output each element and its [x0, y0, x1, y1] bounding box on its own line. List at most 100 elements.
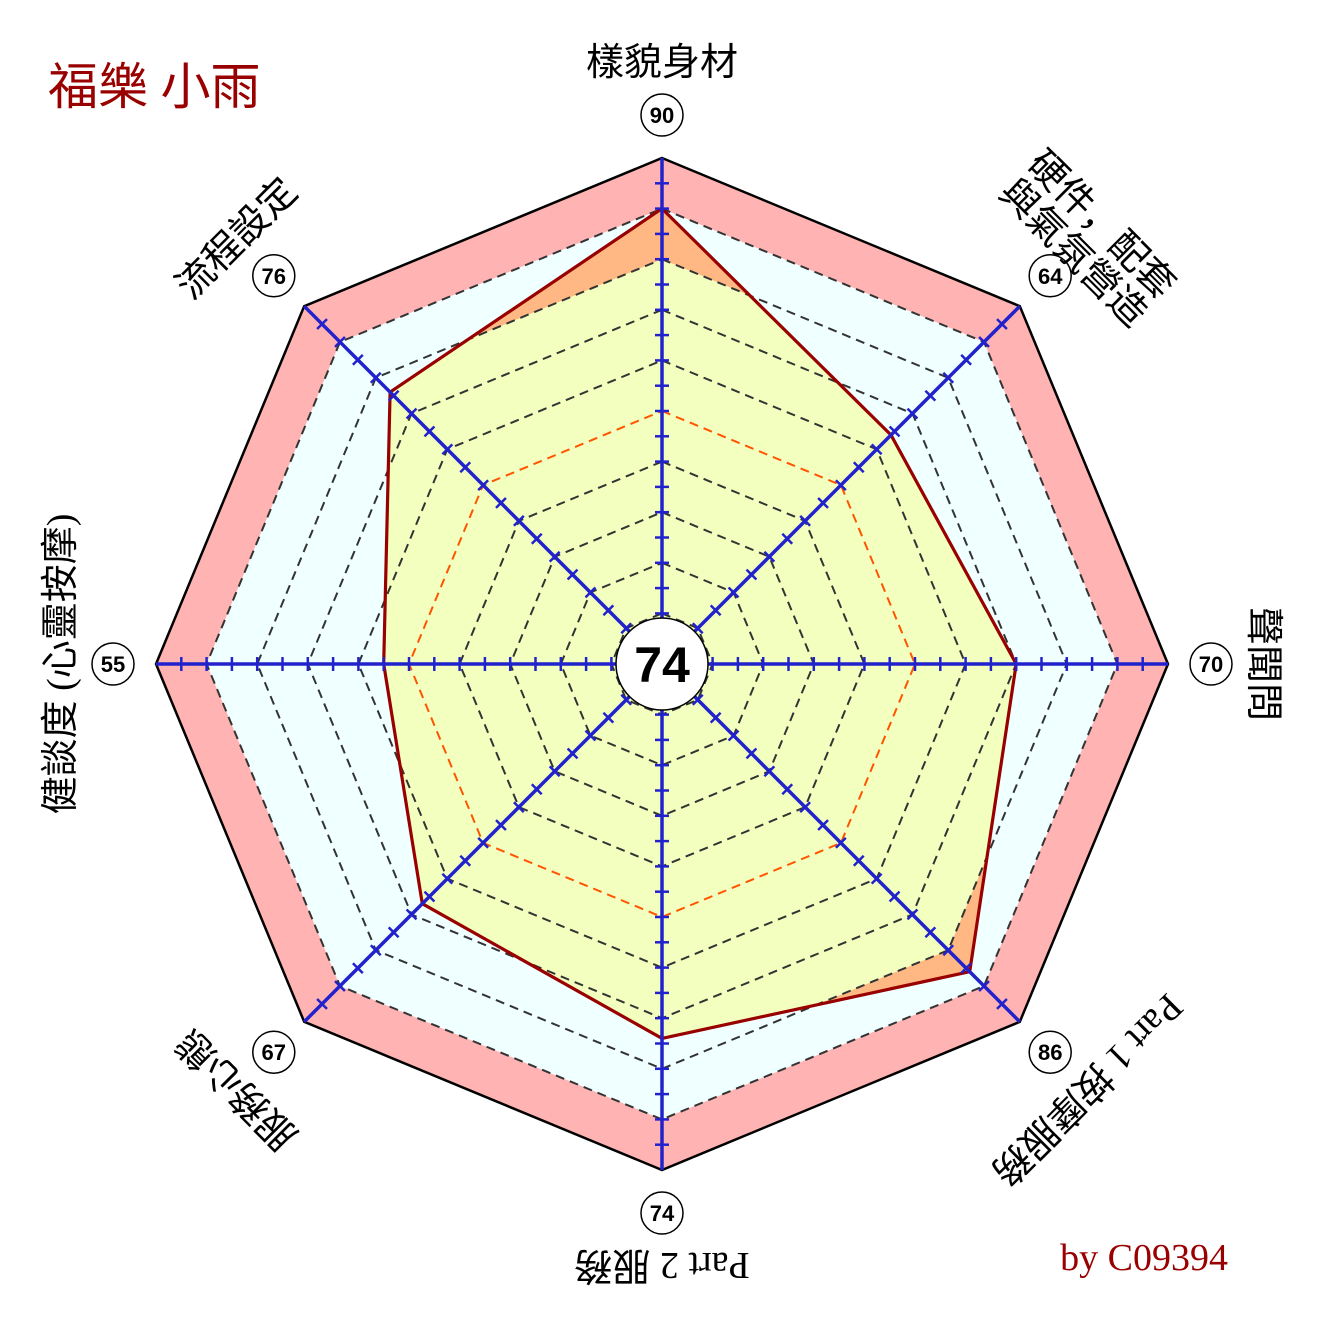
axis-tick	[727, 586, 740, 599]
axis-tick	[691, 693, 704, 706]
grid-ring	[509, 511, 815, 817]
axis-tick	[906, 908, 919, 921]
grid-ring	[256, 258, 1068, 1070]
axis-tick	[620, 693, 633, 706]
axis-tick	[888, 425, 901, 438]
center-score-value: 74	[634, 637, 690, 693]
axis-tick	[781, 532, 794, 545]
axis-tick	[620, 622, 633, 635]
axis-tick	[459, 461, 472, 474]
grid-ring	[559, 561, 765, 767]
axis-tick	[316, 998, 328, 1010]
axis-label: 健談度 (心靈按摩)	[40, 514, 82, 815]
axis-tick	[924, 389, 937, 402]
axis-label: 聲聞問	[1242, 607, 1284, 721]
axis-tick	[996, 318, 1008, 330]
axis-tick	[530, 783, 543, 796]
axis-tick	[495, 819, 507, 831]
axis-tick	[423, 425, 436, 438]
grid-ring	[357, 359, 967, 969]
axis-tick	[530, 532, 543, 545]
value-label: 86	[1038, 1040, 1062, 1065]
axis-label-text: Part 2 服務	[574, 1244, 749, 1286]
axis-tick	[888, 890, 901, 903]
axis-tick	[334, 336, 346, 348]
value-label: 64	[1038, 264, 1063, 289]
axis-tick	[870, 443, 883, 456]
axis-tick	[817, 819, 829, 831]
value-label: 67	[262, 1040, 286, 1065]
axis-tick	[709, 711, 722, 724]
axis-tick	[709, 604, 722, 617]
axis-tick	[369, 944, 382, 957]
axis-label: Part 2 服務	[574, 1244, 749, 1286]
axis-tick	[602, 604, 615, 617]
axis-tick	[852, 461, 865, 474]
value-bubble	[1028, 254, 1072, 298]
axis-tick	[548, 765, 561, 778]
axis-tick	[852, 854, 865, 867]
axis-tick	[441, 443, 454, 456]
axis-tick	[781, 783, 794, 796]
value-bubbles: 90 64 70 86 74 67 55 76	[91, 93, 1233, 1235]
axis-spokes	[156, 158, 1168, 1170]
axis-tick	[584, 586, 597, 599]
axis-tick	[352, 354, 364, 366]
axis-tick	[978, 980, 990, 992]
axis-tick	[477, 837, 489, 849]
axis-tick	[602, 711, 615, 724]
axis-tick	[727, 729, 740, 742]
value-label: 55	[101, 652, 125, 677]
axis-tick	[387, 389, 400, 402]
axis-tick	[817, 497, 829, 509]
axis-label-text: 健談度 (心靈按摩)	[40, 514, 82, 815]
axis-tick	[691, 622, 704, 635]
value-bubble	[252, 254, 296, 298]
axis-label-text: 樣貌身材	[586, 42, 738, 84]
value-label: 90	[650, 103, 674, 128]
axis-tick	[763, 765, 776, 778]
axis-tick	[745, 568, 758, 581]
axis-tick	[745, 747, 758, 760]
grid-ring	[407, 409, 917, 919]
axis-tick	[978, 336, 990, 348]
value-bubble	[252, 1030, 296, 1074]
axis-tick	[942, 371, 955, 384]
axis-label: 樣貌身材	[586, 42, 738, 84]
value-label: 76	[262, 264, 286, 289]
axis-tick	[960, 354, 972, 366]
value-bubble	[1189, 642, 1233, 686]
axis-tick	[316, 318, 328, 330]
axis-tick	[352, 962, 364, 974]
axis-tick	[369, 371, 382, 384]
axis-tick	[870, 872, 883, 885]
value-bubble	[640, 93, 684, 137]
axis-tick	[763, 550, 776, 563]
axis-tick	[405, 908, 418, 921]
axis-tick	[441, 872, 454, 885]
value-label: 74	[650, 1201, 675, 1226]
chart-title: 福樂 小雨	[48, 59, 261, 115]
axis-tick	[566, 747, 579, 760]
value-bubble	[640, 1191, 684, 1235]
value-bubble	[91, 642, 135, 686]
axis-tick	[799, 515, 811, 527]
value-label: 70	[1199, 652, 1223, 677]
credit-text: by C09394	[1060, 1237, 1228, 1279]
center-score: 74	[615, 617, 709, 711]
axis-tick	[996, 998, 1008, 1010]
value-bubble	[1028, 1030, 1072, 1074]
axis-tick	[405, 407, 418, 420]
axis-tick	[960, 962, 972, 974]
axis-tick	[423, 890, 436, 903]
axis-tick	[835, 837, 847, 849]
axis-label-text: 聲聞問	[1242, 607, 1284, 721]
axis-tick	[942, 944, 955, 957]
axis-tick	[387, 926, 400, 939]
axis-tick	[513, 801, 525, 813]
axis-tick	[495, 497, 507, 509]
axis-tick	[924, 926, 937, 939]
axis-tick	[566, 568, 579, 581]
